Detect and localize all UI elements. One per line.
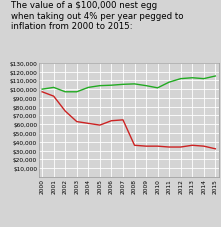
Text: The value of a $100,000 nest egg
when taking out 4% per year pegged to
inflation: The value of a $100,000 nest egg when ta… [11,1,184,31]
